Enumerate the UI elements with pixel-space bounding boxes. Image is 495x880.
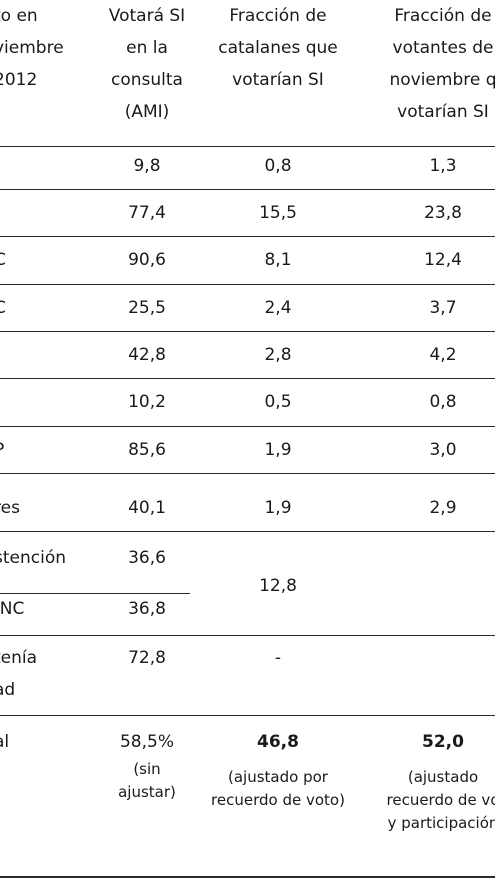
row-divider [0, 715, 495, 716]
row-divider [0, 473, 495, 474]
row-divider [0, 531, 495, 532]
header-col1: to en viembre 2012 [0, 6, 64, 90]
header-col2: Votará SI en la consulta (AMI) [108, 6, 186, 122]
row-divider [0, 236, 495, 237]
table-bottom-border [0, 876, 495, 878]
header-divider [0, 146, 495, 147]
row-divider [0, 635, 495, 636]
row-divider [0, 426, 495, 427]
header-col4: Fracción de votantes de noviembre q vota… [389, 6, 495, 122]
partial-divider [0, 593, 190, 594]
row-divider [0, 284, 495, 285]
row-divider [0, 378, 495, 379]
row-divider [0, 189, 495, 190]
row-divider [0, 331, 495, 332]
header-col3: Fracción de catalanes que votarían SI [218, 6, 338, 90]
